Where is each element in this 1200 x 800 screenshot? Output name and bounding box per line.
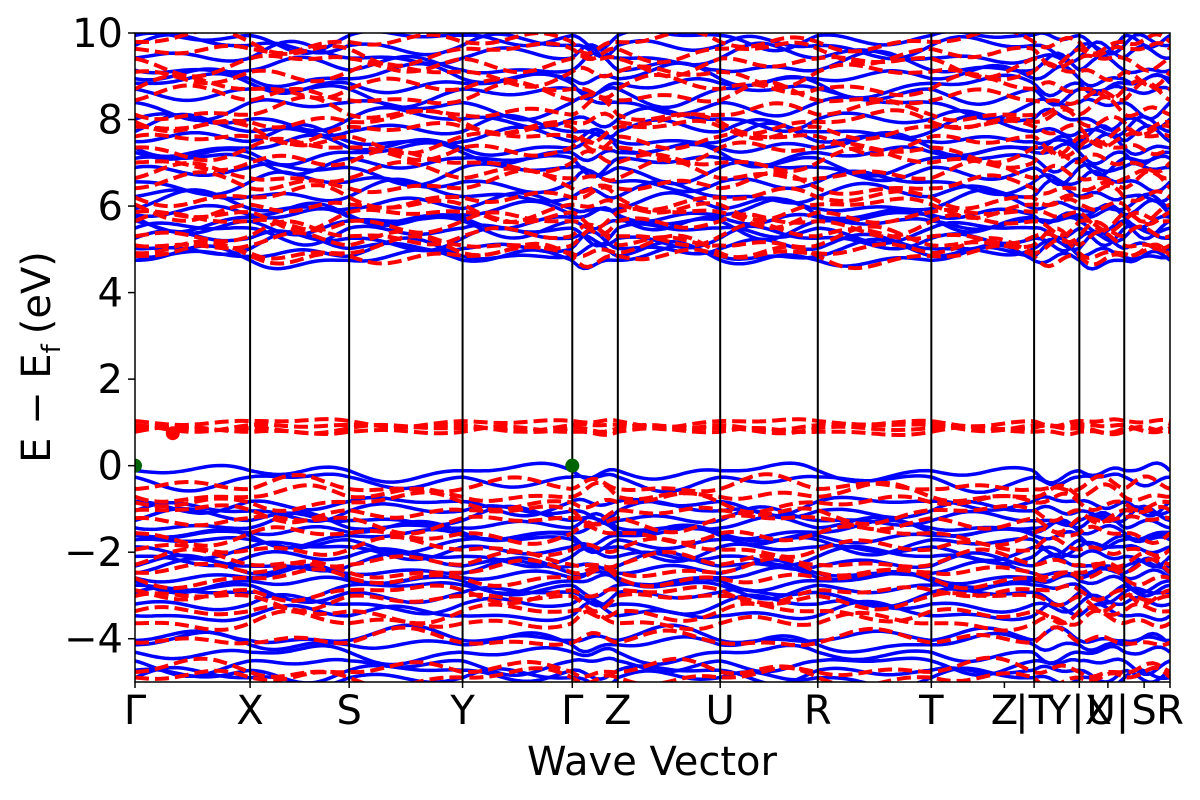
- band-dashed-red-9: [135, 547, 1170, 570]
- x-tick-label-7: R: [804, 688, 832, 734]
- y-tick-label-4: 4: [98, 271, 123, 317]
- band-dashed-red-3: [135, 608, 1170, 633]
- band-dashed-red-37: [135, 79, 1170, 107]
- x-axis-label: Wave Vector: [527, 739, 778, 785]
- band-solid-blue-50: [135, 33, 1170, 55]
- band-dashed-red-5: [135, 591, 1170, 614]
- plot-frame: [134, 32, 1171, 683]
- band-dashed-red-36: [135, 94, 1170, 123]
- band-dashed-red-24: [135, 219, 1170, 248]
- y-axis-ticks: −4 −2 0 2 4 6 8 10: [64, 11, 135, 663]
- y-axis-label-main: E − E: [14, 353, 60, 463]
- band-solid-blue-47: [135, 49, 1170, 75]
- band-solid-blue-20: [135, 504, 1170, 528]
- y-axis-label: E − Ef (eV): [14, 251, 67, 463]
- band-dashed-red-40: [135, 53, 1170, 80]
- band-solid-blue-36: [135, 160, 1170, 188]
- band-dashed-red-16: [135, 472, 1170, 494]
- y-tick-label-2: 0: [98, 444, 123, 490]
- band-dashed-red-22: [135, 233, 1170, 261]
- x-tick-label-3: Y: [449, 688, 475, 734]
- band-solid-blue-31: [135, 205, 1170, 234]
- x-tick-label-1: X: [236, 688, 263, 734]
- y-tick-label-6: 8: [98, 98, 123, 144]
- band-dashed-red-28: [135, 183, 1170, 212]
- band-dashed-red-0: [135, 665, 1170, 682]
- y-tick-label-7: 10: [72, 11, 123, 57]
- y-tick-label-1: −2: [64, 530, 123, 576]
- band-dashed-red-15: [135, 480, 1170, 504]
- band-dashed-red-25: [135, 210, 1170, 239]
- band-dashed-red-7: [135, 566, 1170, 591]
- x-axis-ticks: Γ X S Y Γ Z U R T Z|TY|XU| S R: [124, 682, 1184, 734]
- band-dashed-red-41: [135, 40, 1170, 69]
- band-solid-blue-4: [135, 630, 1170, 654]
- extrema-markers: [135, 426, 580, 473]
- y-tick-label-0: −4: [64, 617, 123, 663]
- band-dashed-red-20: [135, 417, 1170, 430]
- band-dashed-red-33: [135, 131, 1170, 158]
- band-solid-blue-46: [135, 61, 1170, 89]
- band-solid-blue-32: [135, 197, 1170, 226]
- band-dashed-red-35: [135, 107, 1170, 136]
- y-axis-label-unit: (eV): [14, 251, 60, 334]
- x-tick-label-11: Y|X: [1046, 688, 1112, 734]
- band-dashed-red-29: [135, 168, 1170, 196]
- band-solid-blue-26: [135, 235, 1170, 261]
- x-tick-label-4: Γ: [561, 688, 584, 734]
- band-dashed-red-8: [135, 556, 1170, 580]
- x-tick-label-5: Z: [604, 688, 631, 734]
- x-tick-label-8: T: [918, 688, 944, 734]
- y-tick-label-3: 2: [98, 357, 123, 403]
- band-dashed-red-11: [135, 523, 1170, 548]
- y-axis-label-subscript: f: [37, 343, 67, 353]
- band-solid-blue-40: [135, 121, 1170, 147]
- band-dashed-red-1: [135, 655, 1170, 679]
- band-solid-blue-37: [135, 152, 1170, 179]
- x-tick-label-12: U|: [1087, 688, 1130, 734]
- x-tick-label-9: Z: [991, 688, 1018, 734]
- band-solid-blue-35: [135, 168, 1170, 197]
- band-dashed-red-13: [135, 503, 1170, 527]
- x-tick-label-0: Γ: [124, 688, 147, 734]
- band-dashed-red-12: [135, 513, 1170, 536]
- x-tick-label-10: |T: [1015, 688, 1053, 734]
- band-dashed-red-27: [135, 196, 1170, 225]
- band-dashed-red-6: [135, 583, 1170, 607]
- bands-layer: [135, 33, 1170, 682]
- extremum-marker-1: [565, 458, 580, 473]
- band-dashed-red-32: [135, 136, 1170, 165]
- x-tick-label-14: R: [1156, 688, 1184, 734]
- y-tick-label-5: 6: [98, 184, 123, 230]
- band-dashed-red-39: [135, 61, 1170, 90]
- band-solid-blue-39: [135, 130, 1170, 159]
- band-dashed-red-31: [135, 145, 1170, 174]
- x-tick-label-2: S: [336, 688, 361, 734]
- x-tick-label-6: U: [706, 688, 735, 734]
- band-solid-blue-16: [135, 535, 1170, 557]
- band-solid-blue-48: [135, 39, 1170, 67]
- x-tick-label-13: S: [1131, 688, 1156, 734]
- band-dashed-red-4: [135, 601, 1170, 626]
- band-solid-blue-24: [135, 461, 1170, 485]
- extremum-marker-2: [165, 426, 180, 441]
- band-dashed-red-19: [135, 421, 1170, 434]
- kpoint-separator-lines: [249, 33, 1126, 682]
- extremum-marker-0: [135, 458, 142, 473]
- band-dashed-red-2: [135, 625, 1170, 648]
